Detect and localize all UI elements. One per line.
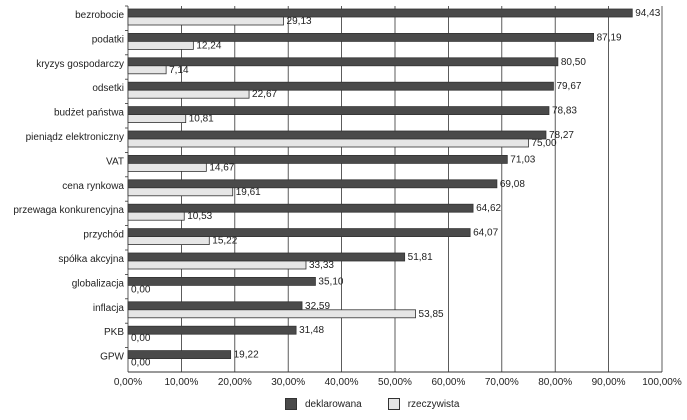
legend: deklarowana rzeczywista [285, 398, 485, 410]
x-tick-label: 0,00% [114, 377, 142, 388]
bar-deklarowana [127, 203, 474, 213]
bar-rzeczywista [127, 41, 194, 50]
legend-item-rzeczywista: rzeczywista [387, 398, 460, 410]
data-label: 69,08 [500, 179, 525, 190]
bar-deklarowana [127, 33, 594, 42]
data-label: 78,83 [552, 106, 577, 117]
bar-rzeczywista [127, 16, 284, 26]
data-label: 71,03 [510, 154, 535, 165]
bar-deklarowana [127, 154, 508, 164]
x-tick-label: 20,00% [218, 377, 252, 388]
category-label: przewaga konkurencyjna [13, 205, 124, 216]
x-tick-label: 30,00% [271, 377, 305, 388]
bar-deklarowana [127, 106, 550, 115]
data-label: 53,85 [419, 309, 444, 320]
bar-deklarowana [127, 325, 297, 335]
category-label: PKB [104, 327, 124, 338]
category-label: przychód [83, 230, 124, 241]
category-label: kryzys gospodarczy [36, 59, 124, 70]
data-label: 29,13 [287, 16, 312, 27]
data-label: 22,67 [252, 89, 277, 100]
bar-rzeczywista [127, 65, 167, 75]
data-label: 80,50 [561, 57, 586, 68]
data-label: 33,33 [309, 260, 334, 271]
bar-rzeczywista [127, 138, 529, 148]
bar-deklarowana [127, 81, 554, 91]
data-label: 19,22 [234, 350, 259, 361]
category-label: podatki [92, 34, 124, 45]
bar-rzeczywista [127, 309, 416, 319]
data-label: 79,67 [556, 81, 581, 92]
bar-rzeczywista [127, 260, 307, 270]
x-tick-label: 90,00% [592, 377, 626, 388]
bar-deklarowana [127, 228, 471, 238]
category-label: GPW [100, 352, 124, 363]
bar-rzeczywista [127, 162, 207, 172]
x-tick-label: 60,00% [431, 377, 465, 388]
legend-label-deklarowana: deklarowana [305, 398, 362, 410]
legend-item-deklarowana: deklarowana [285, 398, 362, 410]
data-label: 75,00 [532, 138, 557, 149]
data-label: 15,22 [212, 236, 237, 247]
bar-deklarowana [127, 179, 498, 189]
bar-deklarowana [127, 8, 633, 18]
data-label: 87,19 [597, 32, 622, 43]
category-label: odsetki [92, 83, 124, 94]
bar-rzeczywista [127, 187, 234, 197]
x-tick-label: 40,00% [325, 377, 359, 388]
category-label: bezrobocie [75, 10, 124, 21]
x-tick-label: 10,00% [164, 377, 198, 388]
data-label: 94,43 [635, 8, 660, 19]
data-label: 7,14 [169, 65, 189, 76]
bar-deklarowana [127, 130, 547, 140]
data-label: 10,81 [189, 114, 214, 125]
data-label: 0,00 [131, 358, 151, 369]
data-label: 51,81 [408, 252, 433, 263]
data-label: 78,27 [549, 130, 574, 141]
bar-deklarowana [127, 350, 232, 360]
data-label: 35,10 [318, 276, 343, 287]
legend-swatch-deklarowana [285, 398, 297, 410]
category-label: VAT [106, 156, 124, 167]
legend-label-rzeczywista: rzeczywista [407, 398, 460, 410]
data-label: 31,48 [299, 325, 324, 336]
x-tick-label: 70,00% [485, 377, 519, 388]
data-label: 64,07 [473, 228, 498, 239]
category-label: globalizacja [72, 278, 125, 289]
x-tick-label: 80,00% [538, 377, 572, 388]
bar-rzeczywista [127, 114, 187, 123]
x-tick-label: 50,00% [378, 377, 412, 388]
bar-rzeczywista [127, 211, 185, 221]
bar-deklarowana [127, 57, 559, 67]
legend-swatch-rzeczywista [387, 398, 400, 410]
data-label: 10,53 [187, 211, 212, 222]
data-label: 19,61 [236, 187, 261, 198]
category-label: cena rynkowa [62, 181, 124, 192]
data-label: 12,24 [196, 40, 221, 51]
bar-deklarowana [127, 276, 316, 286]
x-tick-label: 100,00% [642, 377, 682, 388]
data-label: 32,59 [305, 301, 330, 312]
data-label: 14,67 [209, 162, 234, 173]
category-label: inflacja [93, 303, 125, 314]
data-label: 0,00 [131, 284, 151, 295]
bar-deklarowana [127, 252, 406, 262]
bar-rzeczywista [127, 236, 210, 246]
category-label: pieniądz elektroniczny [26, 132, 124, 143]
category-label: budżet państwa [54, 108, 124, 119]
bar-rzeczywista [127, 89, 250, 99]
data-label: 64,62 [476, 203, 501, 214]
bar-deklarowana [127, 301, 303, 311]
data-label: 0,00 [131, 333, 151, 344]
category-label: spółka akcyjna [58, 254, 124, 265]
